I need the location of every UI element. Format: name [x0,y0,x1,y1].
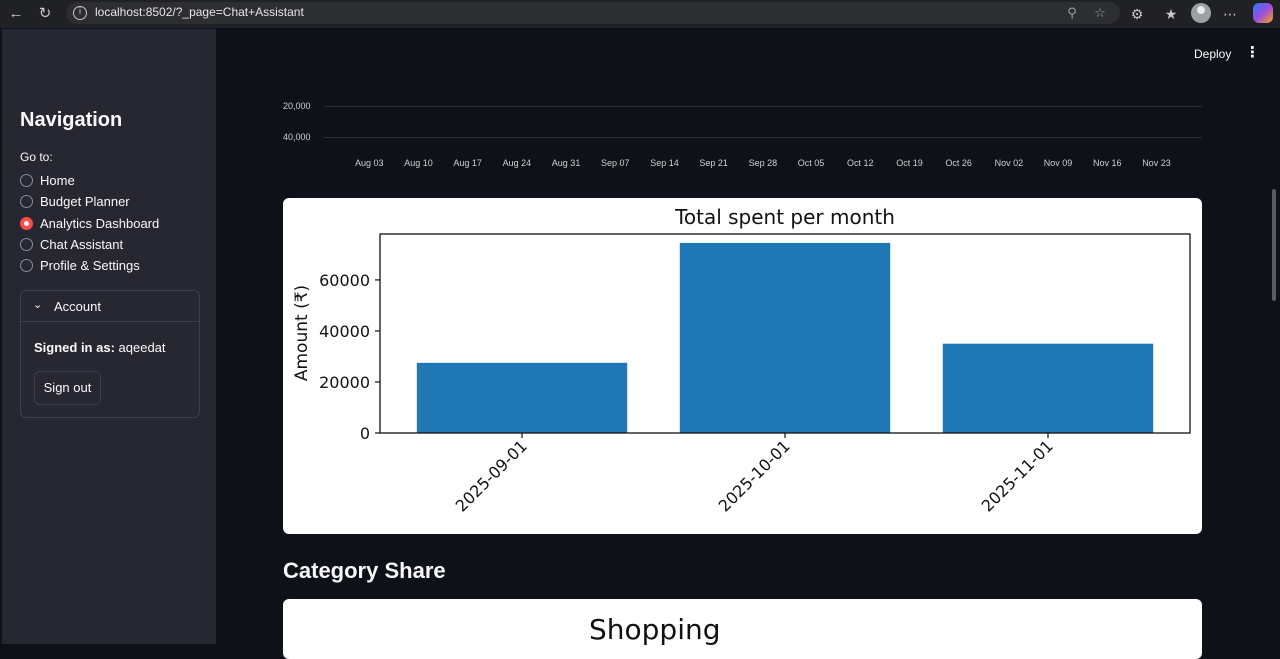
altair-y-tick: 20,000 [283,101,311,111]
chart-bar [942,343,1154,433]
sidebar: Navigation Go to: Home Budget Planner An… [2,29,216,644]
chart-bars [416,242,1154,433]
chart-x-tick-label: 2025-11-01 [978,436,1057,515]
chevron-down-icon[interactable]: ⌄ [33,299,43,311]
altair-x-tick: Nov 02 [994,158,1024,168]
radio-button[interactable] [20,194,33,208]
radio-button[interactable] [20,237,33,251]
nav-radio-label: Budget Planner [40,193,130,209]
favorites-icon[interactable]: ★ [1164,6,1178,22]
altair-x-tick: Aug 17 [453,158,482,168]
signed-in-label: Signed in as: [34,340,115,355]
altair-x-tick: Sep 14 [650,158,679,168]
account-expander: ⌄ Account Signed in as: aqeedat Sign out [20,290,200,418]
favorite-star-icon[interactable]: ☆ [1094,5,1106,20]
goto-label: Go to: [20,150,53,164]
radio-button[interactable] [20,173,33,187]
streamlit-app: Navigation Go to: Home Budget Planner An… [2,29,1278,659]
altair-x-tick: Aug 31 [551,158,581,168]
deploy-button[interactable]: Deploy [1194,47,1232,61]
scrollbar-thumb[interactable] [1272,189,1276,301]
altair-x-tick: Sep 21 [699,158,728,168]
altair-x-tick: Oct 19 [896,158,923,168]
nav-radio-home[interactable]: Home [20,171,75,189]
chart-y-tick-label: 20000 [319,373,370,392]
pie-chart-title: Shopping [589,613,721,646]
altair-x-tick: Aug 24 [502,158,532,168]
back-icon[interactable]: ← [8,5,24,22]
account-expander-header[interactable]: ⌄ Account [21,291,199,322]
altair-x-tick: Nov 16 [1093,158,1122,168]
chart-frame [379,233,1191,434]
profile-avatar-icon[interactable] [1191,3,1211,23]
chart-y-axis-label: Amount (₹) [292,285,312,381]
nav-radio-label: Profile & Settings [40,257,140,273]
copilot-icon[interactable] [1253,3,1273,23]
account-title[interactable]: Account [54,299,101,314]
altair-y-tick: 40,000 [283,132,311,142]
site-info-icon[interactable]: i [73,6,87,20]
category-share-heading: Category Share [283,558,446,583]
chart-bar [416,362,628,433]
nav-radio-label: Chat Assistant [40,236,124,252]
altair-gridline [324,106,1202,107]
altair-x-tick: Oct 12 [847,158,874,168]
page-scrollbar[interactable] [1270,29,1278,644]
radio-button-selected[interactable] [20,216,33,230]
more-menu-icon[interactable]: ⋯ [1223,6,1237,22]
nav-radio-analytics-dashboard[interactable]: Analytics Dashboard [20,214,159,232]
altair-x-tick: Aug 03 [355,158,384,168]
nav-radio-label: Analytics Dashboard [40,215,160,231]
monthly-spend-svg: Total spent per month Amount (₹) 2025-09… [292,205,1191,516]
radio-button[interactable] [20,258,33,272]
chart-y-tick-label: 0 [360,424,370,443]
chart-y-tick-label: 40000 [319,322,370,341]
nav-radio-profile-settings[interactable]: Profile & Settings [20,256,140,274]
chart-title: Total spent per month [674,205,895,229]
main-content: Deploy ⋮ 20,000 40,000 Aug 03 Aug 10 Aug 1… [216,29,1278,659]
nav-radio-label: Home [40,172,75,188]
altair-x-tick: Aug 10 [404,158,433,168]
chart-y-tick-label: 60000 [319,271,370,290]
sign-out-button[interactable]: Sign out [34,371,101,405]
reload-icon[interactable]: ↻ [38,5,52,22]
monthly-spend-chart: Total spent per month Amount (₹) 2025-09… [283,198,1202,534]
address-bar[interactable]: i localhost:8502/?_page=Chat+Assistant ⚲… [66,2,1120,24]
sidebar-title: Navigation [20,109,123,131]
altair-x-tick: Oct 26 [945,158,972,168]
altair-x-tick: Sep 07 [601,158,630,168]
chart-x-tick-label: 2025-10-01 [715,436,794,515]
altair-x-tick: Sep 28 [748,158,778,168]
key-icon[interactable]: ⚲ [1067,5,1077,20]
url-text[interactable]: localhost:8502/?_page=Chat+Assistant [95,5,304,19]
chart-bar [679,242,891,433]
altair-x-tick: Nov 23 [1142,158,1171,168]
altair-gridline [324,137,1202,138]
altair-x-tick: Oct 05 [797,158,825,168]
signed-in-username: aqeedat [118,340,166,355]
main-menu-icon[interactable]: ⋮ [1245,44,1260,61]
altair-x-tick: Nov 09 [1043,158,1073,168]
nav-radio-budget-planner[interactable]: Budget Planner [20,192,130,210]
browser-toolbar: ← ↻ i localhost:8502/?_page=Chat+Assista… [0,0,1280,28]
extensions-icon[interactable]: ⚙ [1130,6,1144,22]
nav-radio-chat-assistant[interactable]: Chat Assistant [20,235,123,253]
chart-x-tick-label: 2025-09-01 [452,436,531,515]
category-share-chart: Shopping [283,599,1202,659]
signed-in-text: Signed in as: aqeedat [34,340,166,355]
